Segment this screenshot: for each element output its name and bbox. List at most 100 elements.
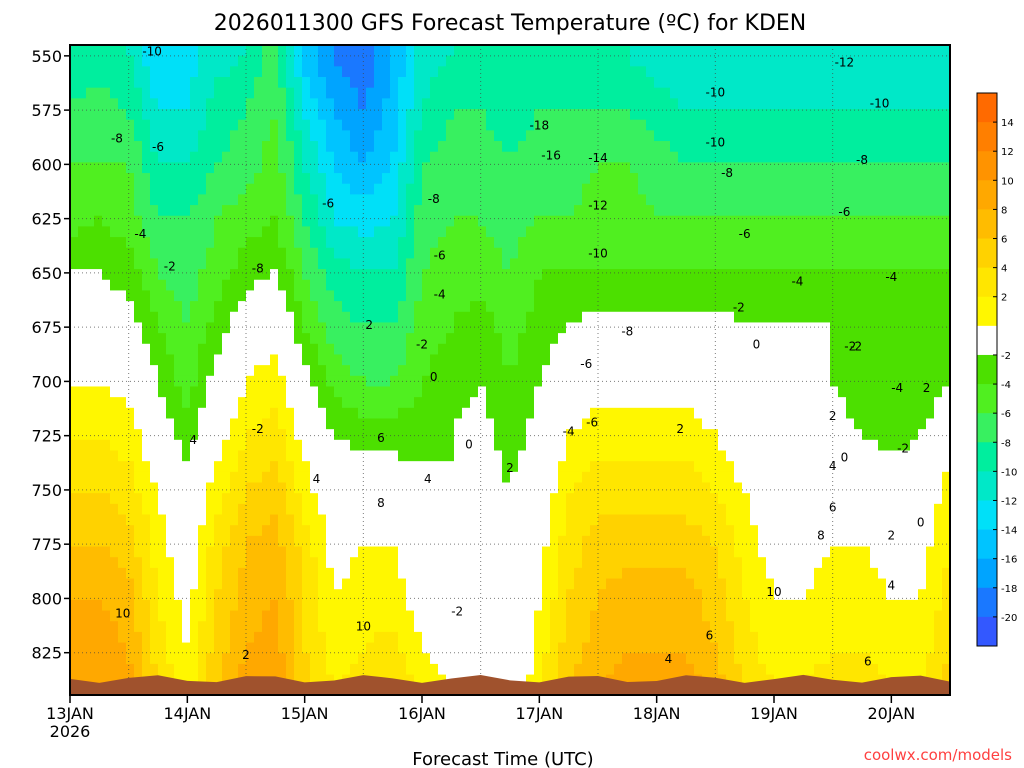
temp-cell	[542, 589, 551, 601]
temp-cell	[414, 471, 423, 484]
temp-cell	[310, 525, 319, 537]
temp-cell	[422, 194, 431, 206]
temp-cell	[166, 514, 175, 526]
temp-cell	[326, 66, 335, 78]
temp-cell	[558, 525, 567, 537]
temp-cell	[670, 407, 679, 420]
temp-cell	[470, 450, 479, 462]
temp-cell	[534, 279, 543, 292]
temp-cell	[214, 610, 223, 622]
temp-cell	[582, 610, 591, 622]
temp-cell	[206, 610, 215, 622]
temp-cell	[230, 322, 239, 334]
temp-cell	[630, 66, 639, 78]
temp-cell	[566, 247, 575, 260]
temp-cell	[678, 450, 687, 462]
temp-cell	[678, 621, 687, 633]
temp-cell	[110, 493, 119, 505]
temp-cell	[646, 66, 655, 78]
temp-cell	[182, 610, 191, 622]
temp-cell	[694, 439, 703, 452]
temp-cell	[454, 514, 463, 526]
temp-cell	[470, 66, 479, 78]
temp-cell	[254, 45, 263, 57]
temp-cell	[326, 109, 335, 121]
temp-cell	[678, 173, 687, 185]
temp-cell	[118, 514, 127, 526]
temp-cell	[470, 461, 479, 473]
temp-cell	[646, 365, 655, 377]
temp-cell	[726, 205, 735, 217]
temp-cell	[238, 429, 247, 441]
temp-cell	[494, 215, 503, 228]
temp-cell	[86, 77, 95, 89]
temp-cell	[622, 386, 631, 398]
temp-cell	[454, 386, 463, 398]
temp-cell	[302, 503, 311, 516]
temp-cell	[590, 66, 599, 78]
temp-cell	[358, 194, 367, 206]
temp-cell	[390, 471, 399, 484]
temp-cell	[486, 418, 495, 430]
temp-cell	[646, 173, 655, 185]
temp-cell	[526, 247, 535, 260]
temp-cell	[142, 397, 151, 409]
temp-cell	[286, 589, 295, 601]
temp-cell	[486, 119, 495, 131]
temp-cell	[422, 674, 431, 686]
temp-cell	[566, 205, 575, 217]
temp-cell	[662, 653, 671, 665]
temp-cell	[254, 546, 263, 558]
temp-cell	[334, 365, 343, 377]
temp-cell	[510, 557, 519, 569]
temp-cell	[214, 311, 223, 324]
temp-cell	[246, 98, 255, 110]
temp-cell	[270, 290, 279, 302]
temp-cell	[590, 578, 599, 590]
temp-cell	[582, 226, 591, 238]
temp-cell	[622, 290, 631, 302]
temp-cell	[710, 279, 719, 292]
temp-cell	[574, 343, 583, 356]
temp-cell	[462, 322, 471, 334]
temp-cell	[342, 130, 351, 142]
temp-cell	[422, 98, 431, 110]
temp-cell	[190, 631, 199, 644]
temp-cell	[94, 279, 103, 292]
temp-cell	[246, 183, 255, 195]
temp-cell	[302, 226, 311, 238]
temp-cell	[326, 567, 335, 580]
temp-cell	[110, 237, 119, 249]
temp-cell	[622, 311, 631, 324]
temp-cell	[694, 525, 703, 537]
temp-cell	[318, 66, 327, 78]
temp-cell	[526, 109, 535, 121]
temp-cell	[510, 642, 519, 654]
temp-cell	[182, 493, 191, 505]
temp-cell	[254, 450, 263, 462]
temp-cell	[582, 482, 591, 494]
temp-cell	[470, 279, 479, 292]
temp-cell	[438, 205, 447, 217]
temp-cell	[102, 429, 111, 441]
temp-cell	[302, 151, 311, 163]
temp-cell	[70, 247, 79, 260]
temp-cell	[142, 365, 151, 377]
temp-cell	[382, 642, 391, 654]
temp-cell	[590, 258, 599, 270]
temp-cell	[254, 141, 263, 153]
temp-cell	[622, 397, 631, 409]
temp-cell	[534, 247, 543, 260]
temp-cell	[230, 354, 239, 366]
temp-cell	[646, 205, 655, 217]
temp-cell	[494, 322, 503, 334]
temp-cell	[438, 450, 447, 462]
temp-cell	[70, 258, 79, 270]
temp-cell	[158, 194, 167, 206]
temp-cell	[390, 589, 399, 601]
temp-cell	[366, 471, 375, 484]
temp-cell	[606, 535, 615, 548]
temp-cell	[350, 343, 359, 356]
temp-cell	[430, 567, 439, 580]
temp-cell	[270, 151, 279, 163]
